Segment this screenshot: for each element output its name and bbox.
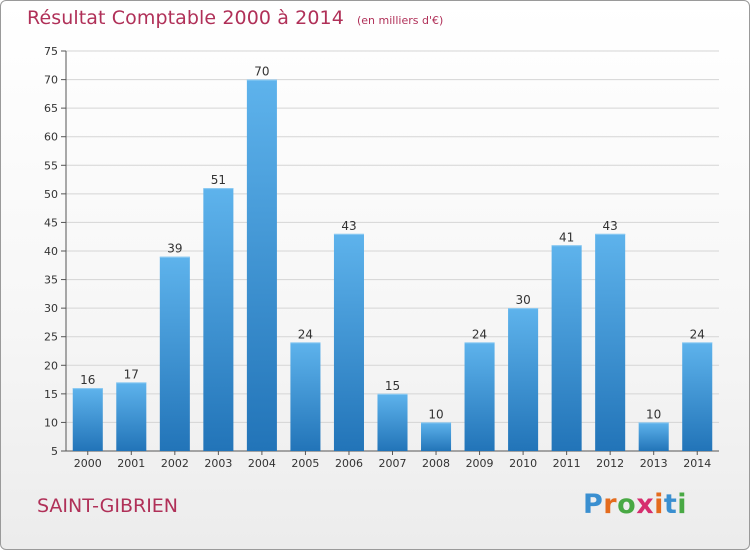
value-label: 43 bbox=[341, 219, 356, 233]
y-tick-label: 10 bbox=[44, 416, 58, 429]
y-tick-label: 55 bbox=[44, 159, 58, 172]
chart-title: Résultat Comptable 2000 à 2014 bbox=[27, 7, 344, 29]
value-label: 10 bbox=[646, 407, 661, 421]
logo-letter: P bbox=[583, 489, 604, 520]
bar-2005 bbox=[290, 342, 321, 451]
bar-2010 bbox=[508, 308, 539, 451]
bar-2008 bbox=[421, 422, 452, 451]
logo-letter: t bbox=[663, 489, 678, 520]
value-label: 24 bbox=[472, 327, 487, 341]
y-tick-label: 20 bbox=[44, 359, 58, 372]
y-tick-label: 25 bbox=[44, 331, 58, 344]
logo-letter: o bbox=[617, 489, 637, 520]
bars bbox=[72, 79, 713, 452]
bar-2013 bbox=[638, 422, 669, 451]
commune-name: SAINT-GIBRIEN bbox=[37, 495, 179, 517]
chart-subtitle: (en milliers d'€) bbox=[356, 14, 444, 27]
x-tick-label: 2010 bbox=[509, 457, 537, 470]
x-tick-label: 2002 bbox=[161, 457, 189, 470]
value-label: 10 bbox=[428, 407, 443, 421]
x-tick-label: 2009 bbox=[466, 457, 494, 470]
x-tick-label: 2005 bbox=[291, 457, 319, 470]
y-tick-label: 15 bbox=[44, 388, 58, 401]
y-tick-label: 5 bbox=[51, 445, 58, 458]
value-label: 24 bbox=[690, 327, 705, 341]
bar-2004 bbox=[246, 79, 277, 452]
value-label: 17 bbox=[124, 367, 139, 381]
logo-letter: r bbox=[603, 489, 618, 520]
y-tick-label: 50 bbox=[44, 188, 58, 201]
bar-2003 bbox=[203, 188, 234, 451]
y-tick-label: 30 bbox=[44, 302, 58, 315]
x-tick-label: 2008 bbox=[422, 457, 450, 470]
x-tick-label: 2007 bbox=[379, 457, 407, 470]
chart-title-block: Résultat Comptable 2000 à 2014 (en milli… bbox=[27, 7, 443, 29]
x-tick-label: 2014 bbox=[683, 457, 711, 470]
value-label: 30 bbox=[515, 293, 530, 307]
labels: 5 10 15 20 25 30 35 40 45 50 55 60 65 70 75 16 2000 17 200… bbox=[44, 45, 711, 470]
bar-2012 bbox=[595, 233, 626, 451]
bar-2001 bbox=[116, 382, 147, 451]
value-label: 43 bbox=[603, 219, 618, 233]
bar-2007 bbox=[377, 393, 408, 451]
x-tick-label: 2004 bbox=[248, 457, 276, 470]
value-label: 41 bbox=[559, 230, 574, 244]
bar-2000 bbox=[72, 388, 103, 451]
x-tick-label: 2006 bbox=[335, 457, 363, 470]
x-tick-label: 2011 bbox=[553, 457, 581, 470]
logo-letter: i bbox=[677, 489, 688, 520]
value-label: 15 bbox=[385, 379, 400, 393]
x-tick-label: 2012 bbox=[596, 457, 624, 470]
value-label: 24 bbox=[298, 327, 313, 341]
y-tick-label: 45 bbox=[44, 216, 58, 229]
bar-2009 bbox=[464, 342, 495, 451]
bar-2002 bbox=[159, 256, 190, 451]
y-tick-label: 35 bbox=[44, 274, 58, 287]
x-tick-label: 2013 bbox=[640, 457, 668, 470]
proxiti-logo: Proxiti bbox=[583, 489, 687, 520]
x-tick-label: 2000 bbox=[74, 457, 102, 470]
logo-letter: x bbox=[636, 489, 655, 520]
bar-2011 bbox=[551, 245, 582, 451]
x-tick-label: 2001 bbox=[117, 457, 145, 470]
value-label: 70 bbox=[254, 65, 269, 79]
value-label: 16 bbox=[80, 373, 95, 387]
bar-2014 bbox=[682, 342, 713, 451]
x-tick-label: 2003 bbox=[204, 457, 232, 470]
y-tick-label: 65 bbox=[44, 102, 58, 115]
y-tick-label: 75 bbox=[44, 45, 58, 58]
bar-2006 bbox=[333, 233, 364, 451]
y-tick-label: 60 bbox=[44, 131, 58, 144]
logo-letter: i bbox=[654, 489, 664, 520]
y-tick-label: 40 bbox=[44, 245, 58, 258]
value-label: 51 bbox=[211, 173, 226, 187]
y-tick-label: 70 bbox=[44, 74, 58, 87]
value-label: 39 bbox=[167, 242, 182, 256]
